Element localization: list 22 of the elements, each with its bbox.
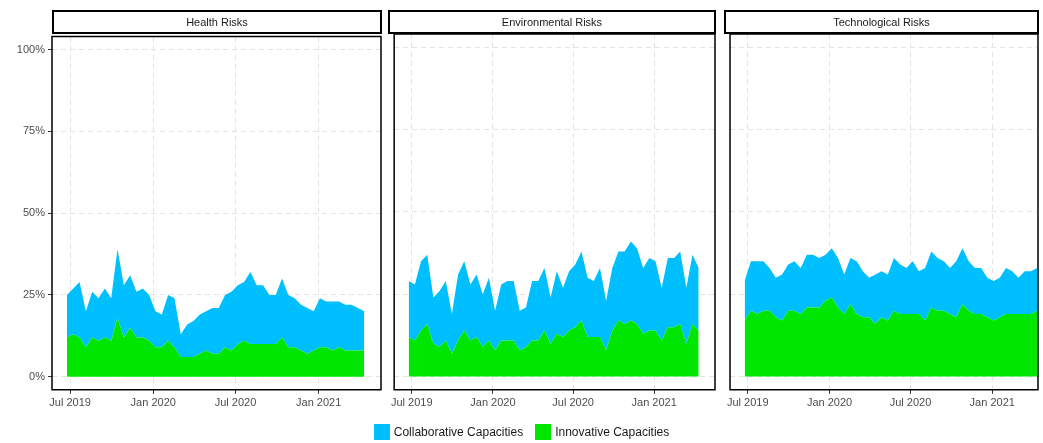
- legend-label: Collaborative Capacities: [393, 425, 524, 439]
- x-tick-label: Jan 2021: [296, 396, 342, 409]
- legend-label: Innovative Capacities: [555, 425, 670, 439]
- x-tick-label: Jan 2020: [130, 396, 176, 409]
- x-tick-label: Jan 2020: [806, 396, 853, 409]
- x-tick-label: Jul 2019: [727, 396, 769, 409]
- x-tick-label: Jan 2020: [470, 396, 516, 409]
- x-tick-label: Jul 2020: [214, 396, 257, 409]
- chart-title: Health Risks: [52, 10, 382, 34]
- x-tick-label: Jul 2019: [391, 396, 433, 409]
- y-tick-label: 100%: [16, 42, 46, 55]
- y-tick-label: 50%: [22, 206, 46, 219]
- x-tick-label: Jul 2020: [889, 396, 932, 409]
- chart-title: Environmental Risks: [388, 10, 716, 34]
- x-tick-label: Jul 2020: [552, 396, 594, 409]
- y-tick-label: 25%: [22, 287, 46, 300]
- x-tick-label: Jan 2021: [969, 396, 1015, 409]
- x-tick-label: Jul 2019: [49, 396, 91, 409]
- x-tick-label: Jan 2021: [631, 396, 677, 409]
- y-tick-label: 0%: [29, 369, 46, 382]
- y-tick-label: 75%: [22, 124, 46, 137]
- chart-title: Technological Risks: [724, 10, 1039, 34]
